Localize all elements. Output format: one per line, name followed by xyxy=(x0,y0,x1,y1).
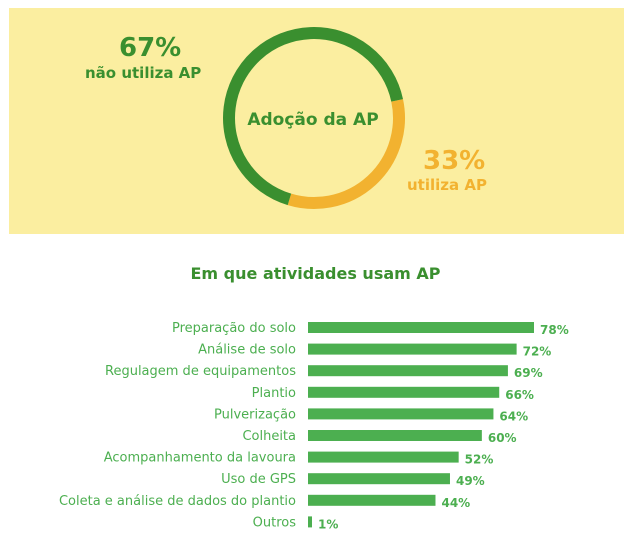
value-label: 78% xyxy=(540,323,569,337)
value-label: 49% xyxy=(456,474,485,488)
activities-chart-title: Em que atividades usam AP xyxy=(190,264,441,283)
bar xyxy=(308,516,312,528)
value-label: 69% xyxy=(514,366,543,380)
bar xyxy=(308,451,459,463)
donut-center-title: Adoção da AP xyxy=(247,110,379,130)
slice-label-not-using-percent: 67% xyxy=(119,33,182,63)
bar xyxy=(308,343,517,355)
bar xyxy=(308,365,508,377)
slice-label-using-percent: 33% xyxy=(423,146,486,176)
slice-label-using-name: utiliza AP xyxy=(407,176,487,194)
bar xyxy=(308,408,494,420)
bar xyxy=(308,494,436,506)
bar xyxy=(308,386,500,398)
value-label: 1% xyxy=(318,517,338,531)
bar xyxy=(308,430,482,441)
slice-label-not-using-name: não utiliza AP xyxy=(85,64,202,82)
value-label: 52% xyxy=(465,453,494,467)
category-label: Regulagem de equipamentos xyxy=(105,364,296,379)
category-label: Uso de GPS xyxy=(221,472,296,487)
value-label: 60% xyxy=(488,431,517,445)
bar xyxy=(308,473,450,485)
donut-slice-not-using xyxy=(223,27,404,206)
adoption-donut-chart xyxy=(223,27,405,209)
category-label: Análise de solo xyxy=(198,343,296,358)
donut-slice-using xyxy=(287,99,405,209)
value-label: 64% xyxy=(499,409,528,423)
category-label: Acompanhamento da lavoura xyxy=(104,451,296,466)
value-label: 72% xyxy=(523,345,552,359)
value-label: 66% xyxy=(505,388,534,402)
category-label: Preparação do solo xyxy=(172,321,296,336)
category-label: Colheita xyxy=(242,429,296,444)
adoption-panel: 67% não utiliza AP 33% utiliza AP Adoção… xyxy=(9,8,624,234)
category-label: Pulverização xyxy=(214,407,296,422)
bar xyxy=(308,322,534,333)
category-label: Plantio xyxy=(252,386,296,401)
value-label: 44% xyxy=(441,496,470,510)
category-label: Coleta e análise de dados do plantio xyxy=(59,494,296,509)
category-label: Outros xyxy=(253,515,297,530)
